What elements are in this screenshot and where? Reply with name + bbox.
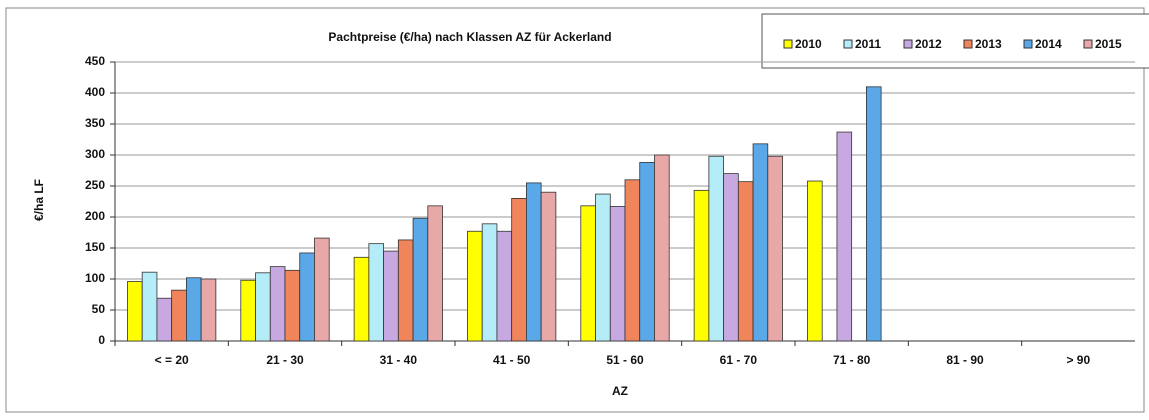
bar <box>353 256 370 342</box>
bar <box>807 180 823 342</box>
bar <box>609 206 626 342</box>
y-tick-label: 400 <box>85 85 105 99</box>
bar <box>767 155 783 342</box>
legend-label: 2014 <box>1035 37 1062 51</box>
legend-label: 2015 <box>1095 37 1122 51</box>
bar <box>481 223 498 342</box>
legend-swatch <box>1083 39 1093 49</box>
bar <box>314 237 330 342</box>
bar <box>299 252 315 342</box>
bar <box>171 289 187 342</box>
chart-frame <box>5 7 1145 413</box>
bar <box>397 239 414 342</box>
legend-swatch <box>903 39 913 49</box>
legend-swatch <box>843 39 853 49</box>
chart-title: Pachtpreise (€/ha) nach Klassen AZ für A… <box>328 30 611 44</box>
bar <box>752 143 769 342</box>
bar <box>708 155 724 342</box>
bar <box>737 181 754 342</box>
y-tick-label: 150 <box>85 240 105 254</box>
y-tick-label: 0 <box>98 333 105 347</box>
legend-swatch <box>783 39 793 49</box>
legend-swatch <box>963 39 973 49</box>
y-tick-label: 300 <box>85 147 105 161</box>
x-tick-label: 31 - 40 <box>380 353 418 367</box>
legend-label: 2011 <box>855 37 881 51</box>
bar <box>540 191 557 342</box>
x-tick-label: 71 - 80 <box>833 353 871 367</box>
bar <box>368 243 385 342</box>
bar <box>511 197 527 342</box>
x-tick-label: 21 - 30 <box>266 353 304 367</box>
bar <box>639 162 655 342</box>
y-tick-label: 350 <box>85 116 105 130</box>
bar <box>467 230 483 342</box>
bar <box>269 266 286 342</box>
bar <box>723 173 739 342</box>
bar <box>240 279 256 342</box>
x-tick-label: 51 - 60 <box>606 353 644 367</box>
x-tick-label: 81 - 90 <box>946 353 984 367</box>
y-tick-label: 100 <box>85 271 105 285</box>
y-axis-label: €/ha LF <box>32 179 46 221</box>
y-tick-label: 250 <box>85 178 105 192</box>
x-tick-label: 61 - 70 <box>720 353 758 367</box>
x-axis-label: AZ <box>612 384 628 398</box>
bar <box>383 250 399 342</box>
bar <box>624 179 641 342</box>
bar <box>284 269 301 342</box>
bar <box>693 189 710 342</box>
legend-label: 2013 <box>975 37 1002 51</box>
bar <box>595 193 611 342</box>
x-tick-label: > 90 <box>1066 353 1090 367</box>
y-tick-label: 200 <box>85 209 105 223</box>
bar <box>412 217 429 342</box>
legend-label: 2012 <box>915 37 942 51</box>
bar <box>580 205 596 342</box>
bar <box>200 278 217 342</box>
bar <box>156 297 173 342</box>
bar <box>654 154 670 342</box>
bar <box>496 230 513 342</box>
x-tick-label: < = 20 <box>155 353 189 367</box>
y-tick-label: 50 <box>92 302 106 316</box>
legend-label: 2010 <box>795 37 822 51</box>
bar <box>127 281 143 342</box>
legend-swatch <box>1023 39 1033 49</box>
bar <box>185 277 202 342</box>
bar <box>427 205 443 342</box>
x-tick-label: 41 - 50 <box>493 353 531 367</box>
bar <box>255 272 271 342</box>
y-tick-label: 450 <box>85 54 105 68</box>
bar <box>866 86 882 342</box>
bar <box>141 271 158 342</box>
bar <box>526 182 542 342</box>
bar <box>836 131 853 342</box>
